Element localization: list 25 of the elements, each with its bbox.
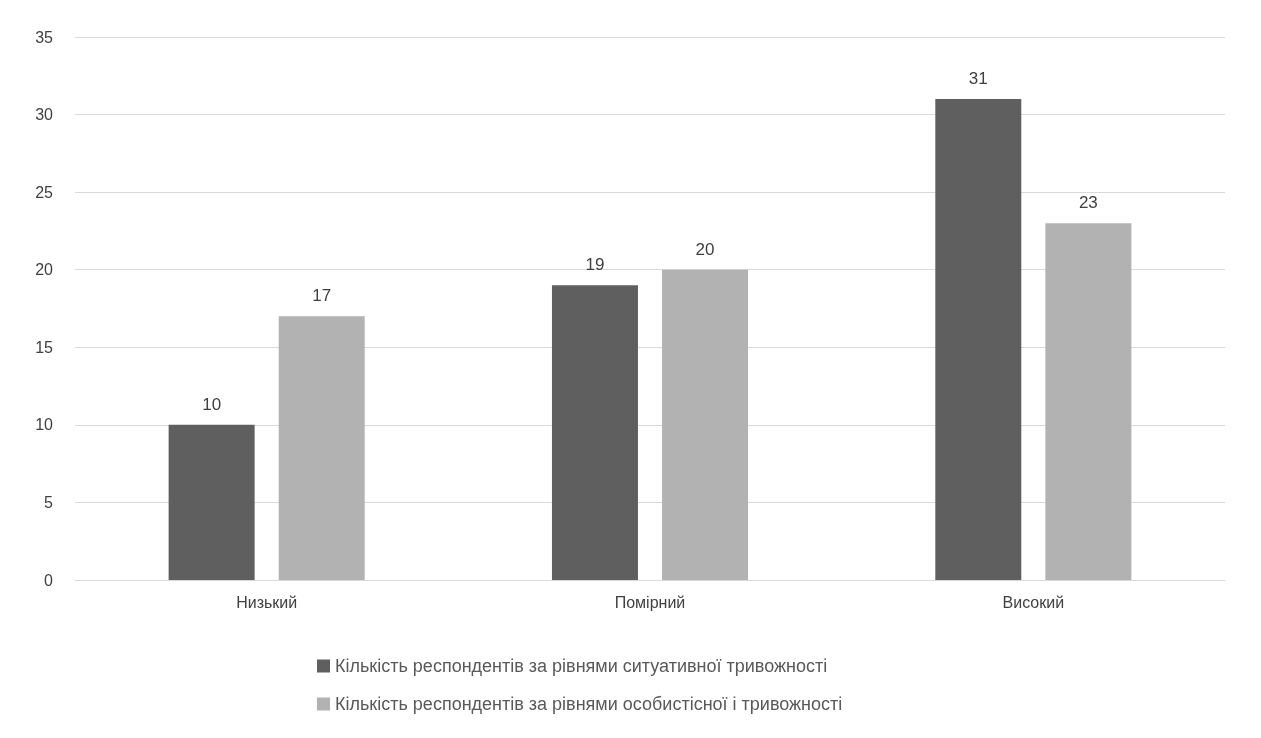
- x-tick-label: Високий: [1002, 593, 1065, 611]
- data-label: 31: [968, 69, 988, 89]
- bar: [662, 269, 749, 580]
- legend-label: Кількість респондентів за рівнями ситуативної тривожності: [335, 656, 828, 676]
- y-tick-label: 10: [35, 416, 54, 434]
- data-label: 10: [202, 394, 222, 414]
- data-label: 23: [1078, 193, 1098, 213]
- bar: [168, 424, 255, 580]
- bar: [551, 285, 638, 580]
- bar: [935, 99, 1022, 580]
- y-tick-label: 25: [35, 183, 54, 201]
- data-label: 19: [585, 255, 605, 275]
- y-tick-label: 20: [35, 261, 54, 279]
- x-tick-label: Помірний: [614, 593, 686, 611]
- y-tick-label: 35: [35, 28, 54, 46]
- y-tick-label: 15: [35, 338, 54, 356]
- y-tick-label: 0: [44, 571, 54, 589]
- bar: [278, 316, 365, 580]
- data-label: 20: [695, 239, 715, 259]
- data-label: 17: [312, 286, 332, 306]
- x-tick-label: Низький: [236, 593, 298, 611]
- bar: [1045, 223, 1132, 580]
- y-tick-label: 5: [44, 493, 54, 511]
- legend-label: Кількість респондентів за рівнями особистісної і тривожності: [335, 694, 843, 714]
- y-tick-label: 30: [35, 106, 54, 124]
